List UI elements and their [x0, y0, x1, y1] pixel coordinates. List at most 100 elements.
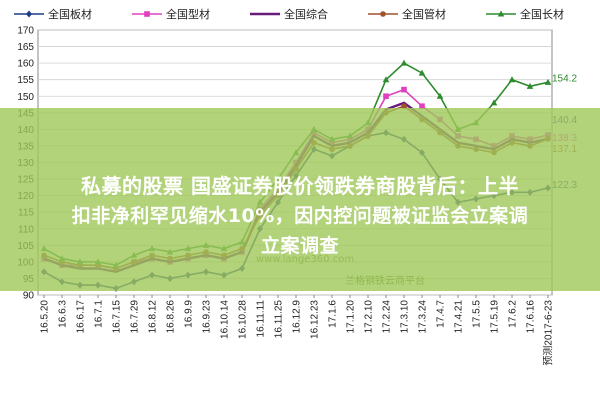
series-marker	[418, 69, 426, 76]
y-tick-label: 145	[17, 108, 34, 119]
series-marker	[545, 184, 551, 192]
y-tick-label: 110	[18, 224, 34, 235]
series-marker	[490, 99, 498, 106]
x-tick-label: 17.4.7	[436, 300, 447, 328]
series-marker	[113, 284, 119, 292]
y-tick-label: 150	[17, 92, 34, 103]
x-tick-label: 17.5.5	[472, 300, 483, 328]
x-tick-label: 16.11.11	[256, 300, 267, 338]
series-marker	[239, 265, 245, 272]
series-marker	[437, 116, 443, 123]
series-marker	[77, 281, 83, 289]
end-value-label: 122.3	[552, 180, 577, 191]
y-tick-label: 125	[17, 175, 34, 186]
y-tick-label: 135	[17, 141, 34, 152]
y-tick-label: 100	[17, 257, 34, 268]
series-marker	[497, 10, 505, 17]
y-tick-label: 95	[23, 274, 35, 285]
x-tick-label: 16.11.25	[274, 300, 285, 339]
series-line	[43, 101, 549, 274]
y-tick-label: 115	[18, 208, 34, 219]
x-tick-label: 16.8.12	[148, 300, 159, 334]
series-marker	[239, 245, 245, 252]
series-marker	[149, 252, 155, 259]
legend-label: 全国板材	[48, 7, 92, 21]
y-tick-label: 105	[17, 241, 34, 252]
series-marker	[203, 249, 209, 255]
x-tick-label: 16.7.29	[130, 300, 141, 334]
series-marker	[382, 76, 390, 83]
series-marker	[310, 125, 318, 132]
series-marker	[473, 136, 479, 143]
series-line	[43, 105, 549, 270]
series-marker	[167, 274, 173, 282]
x-tick-label: 17.3.24	[418, 300, 429, 334]
series-marker	[203, 268, 209, 276]
series-marker	[275, 192, 281, 199]
series-marker	[131, 259, 137, 265]
series-marker	[329, 152, 335, 160]
series-marker	[509, 139, 515, 146]
legend-label: 全国长材	[520, 7, 564, 21]
series-marker	[383, 93, 389, 100]
series-marker	[380, 11, 386, 17]
x-tick-label: 16.9.9	[184, 300, 195, 328]
y-tick-label: 90	[23, 291, 35, 302]
y-tick-label: 120	[17, 191, 34, 202]
series-marker	[419, 116, 425, 123]
x-tick-label: 16.6.17	[76, 300, 87, 334]
series-marker	[238, 238, 246, 245]
series-marker	[491, 149, 497, 156]
x-tick-label: 17.6.16	[526, 300, 537, 334]
x-tick-label: 16.12.9	[292, 300, 303, 334]
series-marker	[347, 143, 353, 149]
x-axis: 16.5.20 16.6.3 16.6.17 16.7.1 16.7.15 16.7.29…	[40, 295, 555, 366]
series-marker	[544, 78, 552, 85]
series-2	[43, 101, 549, 274]
legend-label: 全国型材	[166, 7, 210, 21]
end-value-label: 154.2	[552, 73, 577, 84]
x-tick-label: 17.5.19	[490, 300, 501, 334]
series-marker	[221, 252, 227, 259]
y-tick-label: 155	[17, 75, 34, 86]
series-marker	[527, 143, 533, 149]
y-tick-label: 165	[17, 42, 34, 53]
series-marker	[257, 212, 263, 219]
series-marker	[509, 133, 515, 139]
end-value-label: 138.3	[552, 133, 577, 144]
series-marker	[95, 281, 101, 289]
series-marker	[491, 192, 497, 200]
series-marker	[311, 139, 317, 146]
series-marker	[383, 110, 389, 116]
series-marker	[40, 245, 48, 252]
x-tick-label: 17.2.10	[364, 300, 375, 334]
y-tick-label: 140	[17, 125, 34, 136]
x-tick-label: 17.1.20	[346, 300, 357, 334]
series-marker	[293, 166, 299, 172]
x-tick-label: 17.4.21	[454, 300, 465, 334]
x-tick-label: 预测2017-6-23	[542, 300, 555, 366]
x-tick-label: 17.3.10	[400, 300, 411, 334]
series-marker	[26, 10, 32, 18]
y-tick-label: 170	[17, 26, 34, 37]
series-marker	[473, 146, 479, 153]
x-tick-label: 16.7.1	[94, 300, 105, 328]
x-tick-label: 16.10.28	[238, 300, 249, 339]
series-3	[41, 103, 551, 272]
series-marker	[401, 103, 407, 109]
series-marker	[383, 129, 389, 137]
series-marker	[400, 59, 408, 66]
y-tick-label: 130	[17, 158, 34, 169]
watermark-site: www.lange360.com	[256, 254, 354, 265]
series-marker	[185, 252, 191, 259]
series-marker	[455, 143, 461, 149]
x-tick-label: 17.6.2	[508, 300, 519, 328]
series-line	[43, 131, 549, 290]
x-tick-label: 17.1.6	[328, 300, 339, 328]
series-marker	[202, 241, 210, 248]
series-marker	[365, 133, 371, 139]
series-marker	[149, 271, 155, 279]
x-tick-label: 16.12.23	[310, 300, 321, 339]
